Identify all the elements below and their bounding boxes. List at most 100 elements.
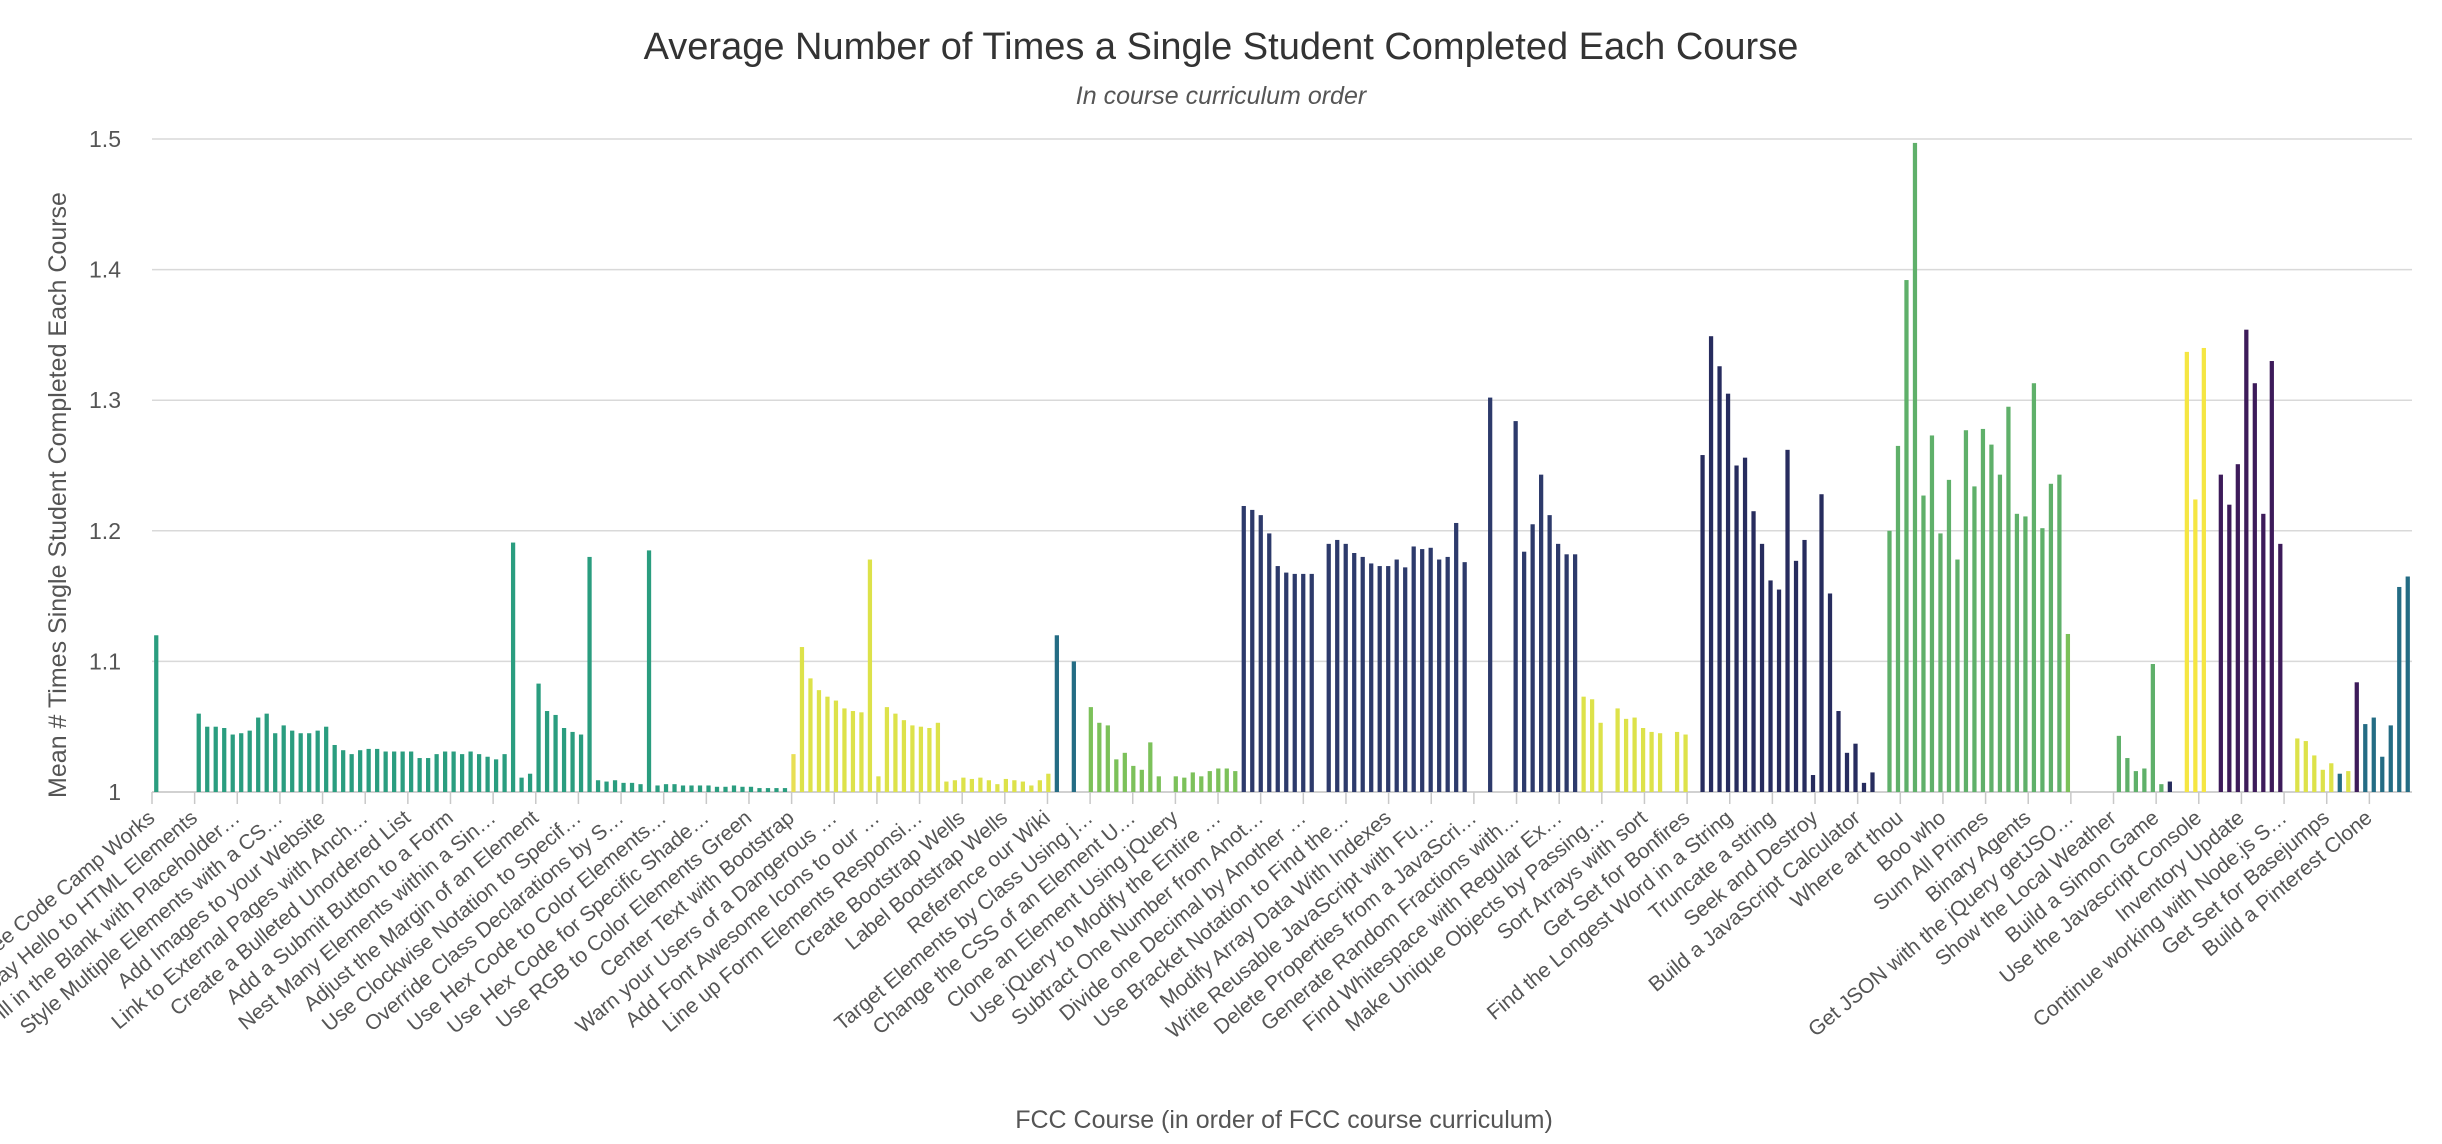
bar (1759, 543, 1765, 792)
bar (442, 751, 448, 792)
bar (324, 726, 329, 792)
bar (927, 728, 932, 792)
bar (825, 696, 830, 792)
bar (434, 754, 439, 792)
bar (1462, 562, 1467, 792)
chart-subtitle: In course curriculum order (1075, 82, 1367, 110)
bar (1275, 566, 1280, 792)
bar (1793, 560, 1799, 792)
bar (1071, 661, 1076, 792)
y-tick-label: 1 (108, 779, 121, 805)
bar (1522, 551, 1527, 792)
bar (154, 635, 159, 792)
bar (629, 782, 635, 792)
bar (2278, 543, 2283, 792)
bar (485, 756, 490, 792)
bar (1352, 553, 1357, 792)
bar (2405, 576, 2410, 792)
bars (154, 142, 2410, 793)
bar (264, 713, 269, 792)
bar (247, 730, 252, 792)
bar (969, 778, 975, 792)
bar (519, 777, 524, 792)
bar (196, 713, 201, 792)
bar (1895, 445, 1901, 792)
bar (1836, 711, 1841, 792)
bar (1012, 780, 1017, 792)
bar (1946, 479, 1952, 792)
bar (1581, 696, 1586, 792)
bar (205, 726, 210, 792)
bar (1386, 566, 1391, 792)
bar (1674, 731, 1680, 792)
bar (1802, 539, 1807, 792)
bar (1411, 546, 1416, 792)
bar (1394, 559, 1399, 792)
bar (510, 542, 516, 792)
bar (2133, 771, 2138, 792)
bar (859, 712, 864, 792)
bar (842, 708, 847, 792)
bar (893, 713, 898, 792)
bar (1114, 759, 1119, 792)
bar (799, 647, 805, 792)
bar (1241, 505, 1246, 792)
bar (1292, 573, 1297, 792)
bar (1003, 778, 1008, 792)
bar (2116, 735, 2122, 792)
bar (2388, 725, 2393, 792)
bar (1199, 776, 1204, 792)
bar (1785, 449, 1790, 792)
bar (774, 788, 779, 792)
bar (1131, 765, 1136, 792)
bar (1335, 539, 1340, 792)
bar (1657, 733, 1663, 792)
bar (213, 726, 218, 792)
bar (2201, 347, 2206, 792)
bar (1768, 580, 1773, 792)
bar (918, 726, 924, 792)
bar (1437, 559, 1442, 792)
bar (1912, 142, 1918, 793)
bar (239, 733, 244, 792)
bar (1267, 533, 1272, 792)
bar (2261, 513, 2266, 792)
bar (2244, 329, 2249, 792)
bar (1827, 593, 1833, 792)
bar (1530, 524, 1535, 792)
bar (1029, 785, 1034, 792)
bar (1020, 781, 1025, 792)
bar (595, 780, 601, 792)
bar (1513, 421, 1518, 792)
bar (1377, 566, 1382, 792)
bar (944, 781, 949, 792)
bar (1454, 522, 1459, 792)
bar (765, 788, 771, 792)
bar (1572, 554, 1578, 792)
bar (1250, 509, 1255, 792)
bar (1615, 708, 1620, 792)
bar (1853, 743, 1858, 792)
bar (1963, 430, 1969, 792)
bar (1420, 549, 1425, 792)
bar (1717, 366, 1722, 792)
bar (2269, 361, 2274, 792)
bar (349, 754, 354, 792)
bar (273, 733, 278, 792)
bar (1861, 782, 1867, 792)
bar (1887, 530, 1892, 792)
bar (1105, 725, 1110, 792)
bar (1301, 573, 1306, 792)
bar (2184, 351, 2189, 792)
bar (256, 717, 261, 792)
bar (672, 784, 677, 792)
bar (816, 690, 822, 792)
bar (1488, 397, 1493, 792)
bar (1929, 435, 1935, 792)
bar (527, 773, 533, 792)
bar (2159, 784, 2164, 792)
bar (1547, 515, 1552, 792)
bar (332, 744, 337, 792)
bar (315, 730, 320, 792)
